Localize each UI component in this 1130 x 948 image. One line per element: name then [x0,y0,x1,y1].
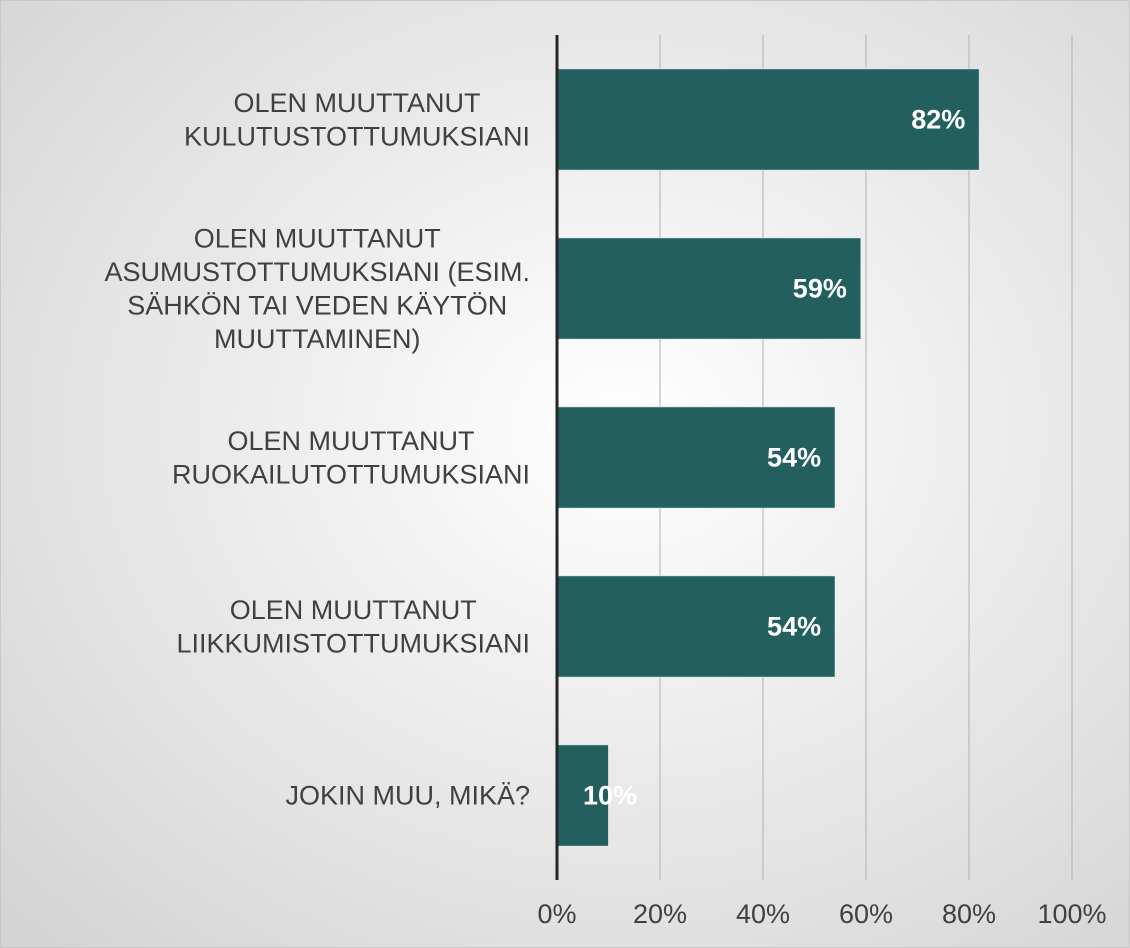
x-tick-label: 20% [633,899,687,929]
data-label: 54% [767,443,821,473]
data-label: 82% [911,105,965,135]
x-tick-label: 0% [537,899,576,929]
label-line: KULUTUSTOTTUMUKSIANI [184,121,530,151]
data-label: 54% [767,612,821,642]
x-tick-label: 80% [942,899,996,929]
data-label: 59% [793,274,847,304]
label-line: LIIKKUMISTOTTUMUKSIANI [176,628,530,658]
label-line: OLEN MUUTTANUT [230,595,477,625]
label-line: ASUMUSTOTTUMUKSIANI (ESIM. [104,257,530,287]
label-line: MUUTTAMINEN) [214,324,420,354]
bar [556,68,980,171]
y-tick-label: JOKIN MUU, MIKÄ? [285,781,530,811]
y-tick-label: OLEN MUUTTANUT ASUMUSTOTTUMUKSIANI (ESIM.… [104,223,530,354]
label-line: OLEN MUUTTANUT [227,426,474,456]
x-tick-label: 60% [839,899,893,929]
bar [556,237,862,340]
y-tick-label: OLEN MUUTTANUT KULUTUSTOTTUMUKSIANI [184,88,530,152]
label-line: RUOKAILUTOTTUMUKSIANI [172,459,530,489]
data-label: 10% [583,781,637,811]
y-tick-label: OLEN MUUTTANUT RUOKAILUTOTTUMUKSIANI [172,426,530,490]
x-tick-label: 100% [1037,899,1106,929]
label-line: SÄHKÖN TAI VEDEN KÄYTÖN [127,290,507,320]
y-tick-label: OLEN MUUTTANUT LIIKKUMISTOTTUMUKSIANI [176,595,530,659]
label-line: OLEN MUUTTANUT [233,88,480,118]
bar [556,744,609,847]
bar [556,406,836,509]
x-tick-label: 40% [736,899,790,929]
label-line: OLEN MUUTTANUT [194,223,441,253]
label-line: JOKIN MUU, MIKÄ? [285,781,530,811]
